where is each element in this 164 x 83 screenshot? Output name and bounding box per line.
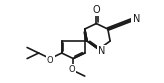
Text: N: N: [132, 15, 138, 24]
Text: N: N: [98, 46, 105, 56]
Text: O: O: [47, 56, 53, 65]
Text: O: O: [68, 65, 75, 74]
Text: N: N: [133, 14, 140, 24]
Text: O: O: [92, 5, 100, 15]
